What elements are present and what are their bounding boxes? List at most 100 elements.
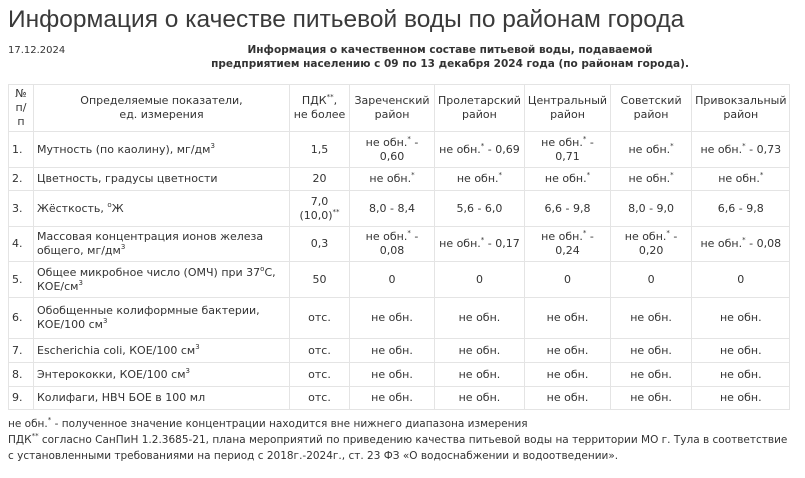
cell-sup: ** (332, 207, 340, 216)
cell-pre: Колифаги, НВЧ БОЕ в 100 мл (37, 391, 206, 404)
cell-pre: 3. (12, 201, 23, 215)
cell-post: - 0,73 (745, 142, 782, 156)
district-value: не обн. (349, 386, 435, 410)
cell-pre: не обн. (371, 343, 413, 357)
cell-pre: не обн. (544, 172, 587, 185)
cell-pre: 1,5 (310, 142, 329, 156)
column-header: Привокзальный район (691, 84, 791, 132)
cell-post: - 0,69 (484, 142, 520, 156)
cell-post: - 0,24 (555, 230, 594, 257)
cell-pre: 4. (12, 237, 23, 250)
district-value: не обн.* (691, 167, 791, 191)
cell-pre: Определяемые показатели, (80, 94, 243, 107)
cell-pre: не обн. (456, 172, 499, 185)
cell-pre: не обн. (541, 230, 583, 243)
cell-pre: Зареченский район (354, 94, 430, 121)
cell-sup: 3 (102, 317, 108, 325)
pdk-value: отс. (289, 297, 350, 339)
cell-sup: * (759, 171, 764, 179)
cell-pre: 50 (312, 272, 327, 286)
pdk-value: отс. (289, 362, 350, 387)
pdk-value: 50 (289, 261, 350, 298)
cell-pre: Цветность, градусы цветности (37, 172, 218, 185)
district-value: не обн.* - 0,69 (434, 131, 525, 168)
cell-sup: 3 (195, 342, 200, 351)
column-header: Зареченский район (349, 84, 435, 132)
caption-line-1: Информация о качественном составе питьев… (247, 44, 653, 56)
indicator-name: Общее микробное число (ОМЧ) при 37оС, КО… (33, 261, 290, 298)
district-value: не обн.* - 0,08 (349, 226, 435, 262)
cell-pre: не обн. (541, 135, 583, 149)
cell-pre: Escherichia coli, КОЕ/100 см (37, 343, 196, 357)
pdk-value: 7,0 (10,0)** (289, 190, 350, 227)
cell-pre: не обн. (365, 135, 408, 149)
table-row: 2. Цветность, градусы цветности 20 не обн.*… (8, 167, 791, 191)
district-value: не обн. (610, 386, 693, 410)
cell-pre: не обн. (369, 172, 412, 185)
cell-pre: 2. (12, 172, 23, 185)
row-number: 3. (8, 190, 34, 227)
cell-pre: не обн. (624, 230, 667, 243)
table-row: 6. Обобщенные колиформные бактерии, КОЕ/1… (8, 297, 791, 339)
district-value: не обн. (523, 362, 612, 387)
cell-post: С, КОЕ/см (37, 265, 276, 293)
cell-post: , (333, 94, 338, 107)
cell-sup: 3 (120, 243, 126, 251)
district-value: 0 (349, 261, 435, 298)
district-value: 8,0 - 9,0 (610, 190, 693, 227)
header-row: № п/ п Определяемые показатели, ед. измере… (8, 84, 791, 132)
cell-pre: не обн. (371, 391, 413, 404)
district-value: не обн. (523, 297, 612, 339)
cell-pre: 0 (647, 272, 655, 286)
cell-pre: ПДК (301, 94, 327, 107)
cell-pre: не обн. (365, 230, 408, 243)
cell-sup: * (586, 171, 591, 179)
district-value: не обн. (434, 338, 525, 363)
cell-pre: 1. (12, 142, 23, 156)
district-value: 6,6 - 9,8 (523, 190, 612, 227)
publication-date: 17.12.2024 (8, 45, 66, 56)
district-value: не обн. (349, 297, 435, 339)
district-value: не обн. (349, 362, 435, 387)
footnote-pdk: ПДК** согласно СанПиН 1.2.3685-21, плана… (8, 432, 788, 464)
district-value: не обн.* - 0,73 (691, 131, 791, 168)
cell-pre: отс. (308, 391, 331, 404)
column-header: ПДК**, не более (289, 84, 350, 132)
cell-pre: Советский район (620, 94, 682, 121)
cell-pre: 8,0 - 9,0 (628, 201, 675, 215)
cell-sup: * (480, 236, 485, 244)
cell-pre: отс. (308, 343, 331, 357)
cell-pre: 7. (12, 343, 23, 357)
cell-pre: 6. (12, 311, 23, 324)
cell-pre: не обн. (719, 343, 762, 357)
cell-pre: 5,6 - 6,0 (456, 201, 503, 215)
indicator-name: Обобщенные колиформные бактерии, КОЕ/100… (33, 297, 290, 339)
column-header: Пролетарский район (434, 84, 525, 132)
table-row: 8. Энтерококки, КОЕ/100 см3 отс. не обн. не … (8, 362, 791, 387)
cell-pre: не обн. (630, 343, 672, 357)
cell-pre: 5. (12, 272, 23, 286)
district-value: не обн.* (349, 167, 435, 191)
district-value: не обн.* - 0,24 (523, 226, 612, 262)
cell-pre: 0,3 (310, 237, 329, 250)
cell-pre: Привокзальный район (695, 94, 787, 121)
cell-pre: не обн. (718, 172, 760, 185)
district-value: 8,0 - 8,4 (349, 190, 435, 227)
cell-sup: о (260, 264, 265, 273)
cell-pre: не обн. (719, 391, 762, 404)
district-value: не обн. (349, 338, 435, 363)
cell-post: Ж (111, 201, 124, 215)
cell-pre: не обн. (719, 367, 762, 381)
cell-sup: 3 (210, 141, 215, 150)
cell-sup: * (582, 134, 587, 143)
cell-pre: не обн. (458, 343, 501, 357)
caption-line-2: предприятием населению с 09 по 13 декабр… (211, 58, 689, 70)
cell-pre: не обн. (700, 142, 743, 156)
district-value: не обн.* - 0,71 (523, 131, 612, 168)
footnote-text: согласно СанПиН 1.2.3685-21, плана мероп… (8, 434, 788, 462)
cell-pre: 6,6 - 9,8 (717, 201, 764, 215)
district-value: 0 (610, 261, 693, 298)
row-number: 2. (8, 167, 34, 191)
cell-sup: * (666, 229, 670, 237)
cell-pre: 6,6 - 9,8 (544, 201, 591, 215)
